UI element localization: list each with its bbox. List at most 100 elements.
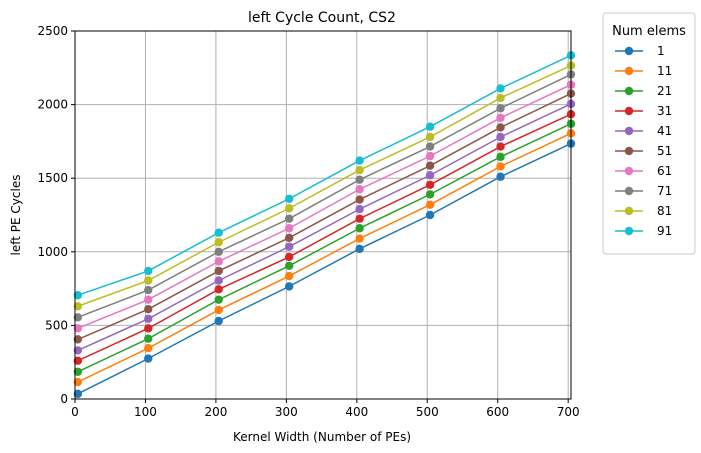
series-41 — [73, 99, 576, 355]
data-point — [425, 210, 435, 220]
data-point — [425, 132, 435, 142]
data-point — [214, 247, 223, 256]
data-point — [144, 334, 153, 343]
series-81 — [73, 61, 576, 311]
data-point — [214, 266, 223, 276]
data-point — [284, 194, 294, 204]
series-line — [77, 113, 572, 362]
series-line — [77, 84, 572, 330]
series-line — [77, 73, 572, 319]
data-point — [355, 224, 364, 233]
data-point — [496, 104, 505, 113]
series-1 — [73, 139, 576, 399]
data-point — [73, 291, 83, 300]
legend-item-51: 51 — [615, 144, 672, 158]
legend-label: 71 — [657, 184, 672, 198]
legend-label: 61 — [657, 164, 672, 178]
x-tick-label: 0 — [71, 405, 79, 419]
data-point — [425, 190, 435, 199]
legend-title: Num elems — [612, 24, 686, 39]
series-line — [77, 64, 572, 307]
data-point — [214, 276, 223, 285]
series-91 — [73, 51, 576, 300]
legend-item-1: 1 — [615, 44, 665, 58]
data-point — [214, 305, 223, 315]
series-line — [77, 103, 572, 352]
legend-label: 31 — [657, 104, 672, 118]
series-line — [77, 92, 572, 341]
data-point — [284, 271, 294, 281]
data-point — [214, 285, 223, 294]
x-tick-label: 500 — [416, 405, 439, 419]
legend-marker — [624, 106, 634, 116]
data-point — [73, 377, 83, 387]
data-point — [284, 233, 294, 243]
x-tick-label: 200 — [204, 405, 227, 419]
data-point — [284, 204, 294, 213]
legend-marker — [624, 166, 634, 176]
data-point — [425, 200, 435, 209]
data-point — [425, 171, 435, 180]
y-tick-label: 0 — [60, 392, 68, 406]
series-line — [77, 142, 572, 395]
series-line — [77, 123, 572, 373]
data-point — [496, 113, 505, 123]
data-point — [214, 295, 223, 304]
data-point — [73, 367, 83, 376]
legend-marker — [624, 46, 634, 56]
y-tick-label: 1500 — [37, 171, 68, 185]
data-point — [425, 142, 435, 151]
data-point — [355, 175, 364, 184]
series-line — [77, 132, 572, 383]
data-point — [496, 132, 505, 142]
series-51 — [73, 89, 576, 344]
data-point — [144, 285, 153, 295]
legend-item-81: 81 — [615, 204, 672, 218]
data-point — [144, 324, 153, 333]
x-tick-label: 600 — [486, 405, 509, 419]
data-point — [496, 142, 505, 151]
legend-item-91: 91 — [615, 224, 672, 238]
data-point — [496, 93, 505, 103]
series-layer — [73, 51, 576, 399]
data-point — [355, 195, 364, 204]
legend-label: 11 — [657, 64, 672, 78]
legend-marker — [624, 146, 634, 156]
legend-item-21: 21 — [615, 84, 672, 98]
legend-marker — [624, 186, 634, 196]
legend-label: 41 — [657, 124, 672, 138]
data-point — [73, 356, 83, 365]
data-point — [73, 302, 83, 311]
axis-ticks: 0 100 200 300 400 500 600 700 0 500 1000 1500 2000 25… — [37, 24, 579, 419]
legend-marker — [624, 86, 634, 96]
data-point — [355, 165, 364, 175]
data-point — [496, 123, 505, 132]
data-point — [496, 162, 505, 171]
x-tick-label: 700 — [557, 405, 580, 419]
legend-marker — [624, 126, 634, 136]
data-point — [355, 234, 364, 243]
data-point — [214, 257, 223, 266]
data-point — [355, 156, 364, 165]
data-point — [73, 346, 83, 355]
data-point — [214, 316, 223, 326]
data-point — [144, 295, 153, 304]
data-point — [284, 214, 294, 223]
x-tick-label: 100 — [134, 405, 157, 419]
data-point — [214, 228, 223, 237]
y-tick-label: 2500 — [37, 24, 68, 38]
legend-item-11: 11 — [615, 64, 672, 78]
x-axis-label: Kernel Width (Number of PEs) — [233, 430, 411, 444]
legend-label: 81 — [657, 204, 672, 218]
series-line — [77, 54, 572, 296]
data-point — [144, 354, 153, 363]
legend-item-41: 41 — [615, 124, 672, 138]
y-tick-label: 2000 — [37, 98, 68, 112]
data-point — [355, 214, 364, 223]
data-point — [144, 266, 153, 276]
data-point — [425, 161, 435, 170]
data-point — [496, 152, 505, 162]
data-point — [73, 313, 83, 322]
